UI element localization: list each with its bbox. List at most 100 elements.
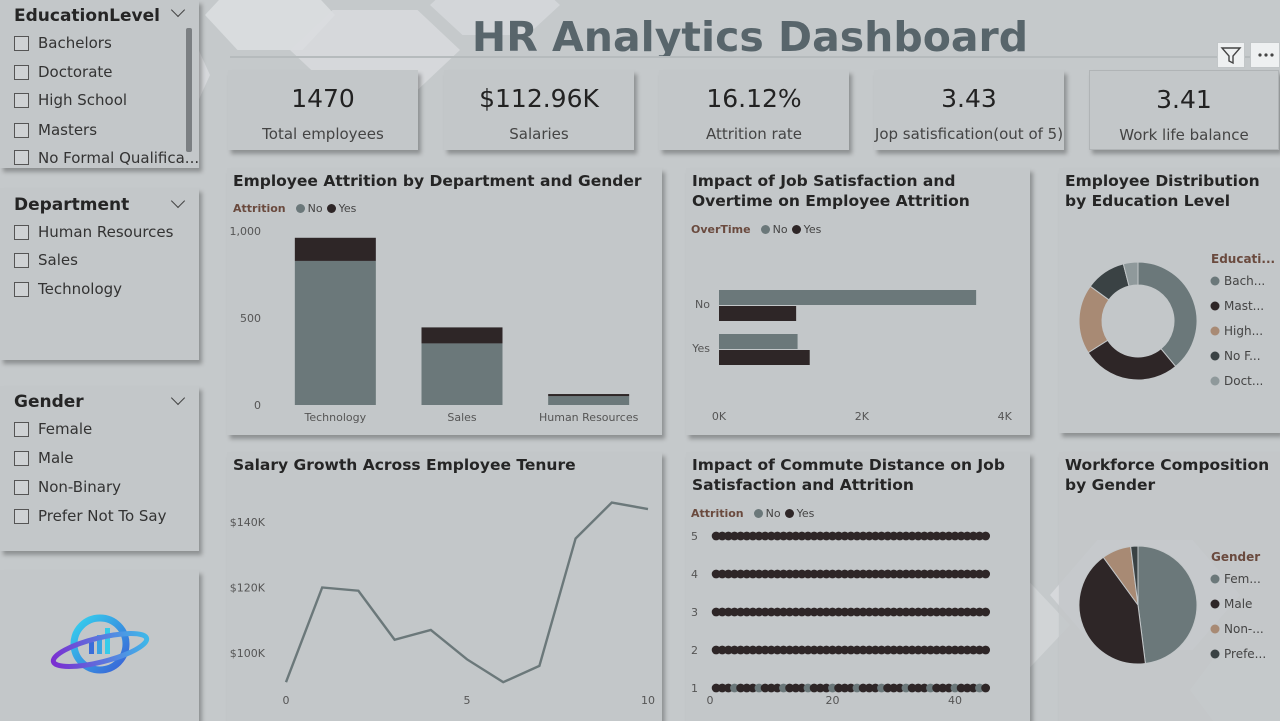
education-option[interactable]: No Formal Qualifica... <box>14 147 199 167</box>
scatter-point <box>797 569 807 579</box>
scatter-point <box>754 645 764 655</box>
checkbox[interactable] <box>14 92 29 108</box>
scatter-point <box>864 569 874 579</box>
salary-growth-chart[interactable]: Salary Growth Across Employee Tenure $10… <box>227 452 662 721</box>
slicer-scrollbar[interactable] <box>186 28 192 152</box>
legend-label-yes: Yes <box>803 223 822 236</box>
scatter-point <box>760 683 770 693</box>
scatter-point <box>815 531 825 541</box>
scatter-point <box>815 607 825 617</box>
scatter-point <box>938 569 948 579</box>
scatter-point <box>852 531 862 541</box>
checkbox[interactable] <box>14 479 29 495</box>
gender-composition-chart[interactable]: Workforce Composition by Gender Fem... Ma… <box>1059 452 1280 721</box>
checkbox[interactable] <box>14 421 29 437</box>
scatter-point <box>791 531 801 541</box>
kpi-label: Total employees <box>262 125 384 143</box>
x-tick-label: 2K <box>855 410 870 423</box>
filter-button[interactable] <box>1217 42 1245 68</box>
scatter-point <box>962 607 972 617</box>
gender-option[interactable]: Female <box>14 418 92 440</box>
scatter-point <box>870 569 880 579</box>
scatter-point <box>913 531 923 541</box>
legend-swatch <box>1210 599 1220 609</box>
checkbox[interactable] <box>14 224 29 240</box>
scatter-point <box>834 683 844 693</box>
chart-title: Impact of Commute Distance on Job Satisf… <box>692 456 1005 494</box>
checkbox[interactable] <box>14 450 29 466</box>
scatter-point <box>748 531 758 541</box>
education-distribution-chart[interactable]: Employee Distribution by Education Level… <box>1059 168 1280 433</box>
scatter-point <box>901 607 911 617</box>
scatter-point <box>864 645 874 655</box>
checkbox[interactable] <box>14 64 29 80</box>
gender-option[interactable]: Non-Binary <box>14 476 121 498</box>
education-option[interactable]: Bachelors <box>14 32 112 54</box>
scatter-point <box>815 645 825 655</box>
pie-slice <box>1078 556 1146 665</box>
x-tick-label: 4K <box>998 410 1013 423</box>
education-option[interactable]: High School <box>14 89 127 111</box>
legend-label: Bach... <box>1224 274 1265 288</box>
more-options-button[interactable] <box>1250 42 1280 68</box>
salary-line-chart: $100K $120K $140K 0 5 10 <box>230 501 655 707</box>
kpi-label: Attrition rate <box>705 125 803 143</box>
commute-distance-chart[interactable]: Impact of Commute Distance on Job Satisf… <box>686 452 1030 721</box>
scatter-point <box>950 607 960 617</box>
scatter-point <box>926 531 935 541</box>
scatter-point <box>736 531 746 541</box>
kpi-value: 3.43 <box>941 84 997 113</box>
scatter-point <box>858 531 868 541</box>
scatter-point <box>950 683 960 693</box>
education-option[interactable]: Doctorate <box>14 61 113 83</box>
scatter-point <box>889 645 899 655</box>
chevron-down-icon[interactable] <box>170 390 186 406</box>
scatter-point <box>723 645 733 655</box>
scatter-point <box>864 683 874 693</box>
scatter-point <box>907 645 917 655</box>
scatter-point <box>901 531 911 541</box>
y-tick-label: No <box>695 298 710 311</box>
scatter-point <box>828 531 837 541</box>
scatter-point <box>975 683 984 693</box>
scatter-point <box>968 683 978 693</box>
department-slicer: Department Human Resources Sales Technol… <box>0 188 199 360</box>
scatter-point <box>956 569 966 579</box>
attrition-by-department-chart[interactable]: Employee Attrition by Department and Gen… <box>227 168 662 435</box>
gender-slicer: Gender Female Male Non-Binary Prefer Not… <box>0 386 199 551</box>
scatter-point <box>975 569 984 579</box>
department-option[interactable]: Sales <box>14 249 78 271</box>
scatter-point <box>944 607 954 617</box>
scatter-point <box>760 645 770 655</box>
education-option[interactable]: Masters <box>14 119 97 141</box>
scatter-point <box>895 569 905 579</box>
checkbox[interactable] <box>14 150 29 165</box>
job-satisfaction-overtime-chart[interactable]: Impact of Job Satisfaction and Overtime … <box>686 168 1030 435</box>
legend-title: OverTime <box>691 223 751 236</box>
department-option[interactable]: Technology <box>14 278 122 300</box>
checkbox[interactable] <box>14 508 29 524</box>
attrition-bar-chart: 0 500 1,000 Technology Sales Human Resources <box>230 225 639 424</box>
scatter-point <box>748 645 758 655</box>
legend-swatch-no <box>760 225 770 234</box>
more-options-icon <box>1258 53 1274 57</box>
bar-yes <box>719 350 810 365</box>
checkbox[interactable] <box>14 252 29 268</box>
scatter-point <box>975 607 984 617</box>
chart-title: Impact of Job Satisfaction and Overtime … <box>692 172 970 210</box>
scatter-point <box>779 607 788 617</box>
gender-option[interactable]: Prefer Not To Say <box>14 505 167 527</box>
checkbox[interactable] <box>14 35 29 51</box>
gender-option[interactable]: Male <box>14 447 74 469</box>
chevron-down-icon[interactable] <box>170 193 186 209</box>
checkbox[interactable] <box>14 122 29 138</box>
department-option[interactable]: Human Resources <box>14 221 173 243</box>
bar-yes <box>294 237 376 261</box>
scatter-point <box>821 569 831 579</box>
scatter-point <box>797 645 807 655</box>
scatter-point <box>938 607 948 617</box>
scatter-point <box>791 607 801 617</box>
legend-label: Non-... <box>1224 622 1264 636</box>
chevron-down-icon[interactable] <box>170 2 186 18</box>
checkbox[interactable] <box>14 281 29 297</box>
